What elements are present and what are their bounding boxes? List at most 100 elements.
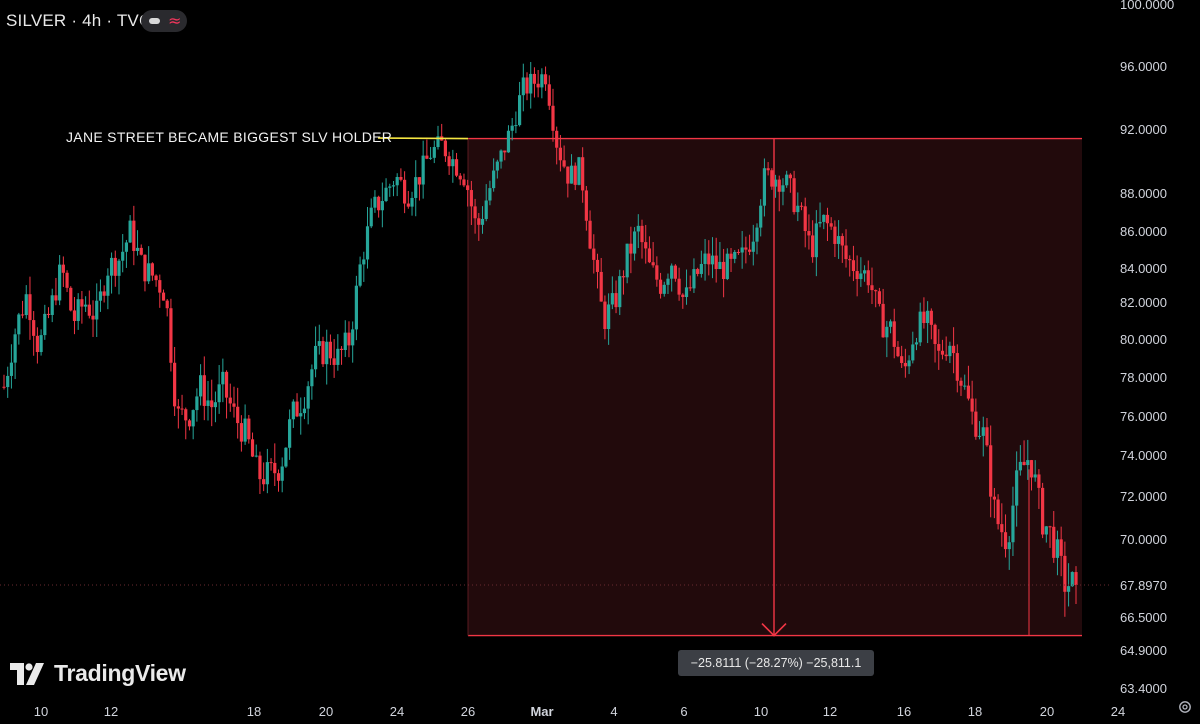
candle-body [184, 409, 188, 421]
candle-body [929, 310, 933, 325]
candle-body [265, 462, 269, 485]
annotation-pointer-line [377, 137, 469, 140]
candle-body [321, 341, 325, 365]
candle-body [24, 294, 28, 316]
candle-body [1015, 470, 1019, 506]
candle-body [310, 369, 314, 387]
candle-body [959, 380, 963, 386]
candle-body [210, 400, 214, 408]
candle-body [1007, 542, 1011, 550]
candle-body [733, 251, 737, 259]
candle-body [625, 243, 629, 278]
candle-body [696, 269, 700, 274]
candle-body [187, 420, 192, 427]
candle-body [892, 321, 896, 347]
candle-body [50, 295, 54, 315]
x-tick-label: 10 [34, 704, 48, 719]
candle-body [792, 178, 796, 213]
y-tick-label: 72.0000 [1120, 489, 1167, 504]
candle-body [35, 335, 39, 353]
candle-body [373, 196, 377, 208]
candle-body [851, 260, 856, 272]
measure-readout: −25.8111 (−28.27%) −25,811.1 [678, 650, 874, 676]
x-tick-label: 10 [754, 704, 768, 719]
candle-body [566, 166, 570, 184]
tradingview-logo[interactable]: TradingView [10, 660, 186, 687]
candle-body [762, 168, 767, 206]
candle-body [239, 423, 243, 442]
annotation-label: JANE STREET BECAME BIGGEST SLV HOLDER [66, 129, 393, 145]
candle-body [766, 168, 770, 171]
candle-body [176, 406, 180, 409]
settings-gear-icon[interactable] [1177, 699, 1193, 715]
candle-body [106, 275, 110, 296]
candle-body [703, 253, 707, 264]
candle-body [1029, 460, 1034, 478]
candle-body [128, 220, 132, 243]
candle-body [169, 308, 173, 363]
x-tick-label: 26 [461, 704, 475, 719]
candle-body [1011, 505, 1015, 543]
y-tick-label: 70.0000 [1120, 532, 1167, 547]
candle-body [403, 179, 407, 204]
candle-body [614, 293, 618, 308]
candle-body [844, 245, 848, 260]
candle-body [536, 83, 540, 88]
x-tick-label: 16 [897, 704, 911, 719]
candle-body [1033, 474, 1037, 478]
candle-body [744, 247, 748, 250]
candle-body [117, 260, 121, 276]
x-tick-label: 12 [823, 704, 837, 719]
candle-body [150, 263, 154, 276]
candle-body [692, 269, 696, 289]
candle-body [833, 226, 837, 244]
candle-body [65, 272, 69, 288]
candle-body [558, 147, 563, 161]
candle-body [173, 362, 177, 407]
candle-body [269, 462, 273, 464]
candle-body [447, 156, 451, 167]
candle-body [2, 386, 6, 388]
candle-body [488, 188, 492, 201]
x-tick-label: 24 [1111, 704, 1125, 719]
candle-body [992, 496, 996, 500]
candle-body [822, 214, 826, 222]
candle-body [377, 196, 381, 211]
status-badge[interactable]: ≈ [141, 10, 187, 32]
candle-body [855, 271, 859, 280]
candle-body [651, 262, 655, 266]
measure-zone [467, 137, 1082, 637]
candle-body [529, 73, 533, 94]
y-tick-label: 100.0000 [1120, 0, 1174, 12]
candle-body [347, 332, 351, 346]
market-status-icon [149, 18, 160, 24]
candle-body [581, 157, 585, 191]
candle-body [1063, 555, 1067, 592]
candle-body [124, 242, 129, 252]
candle-body [180, 408, 184, 410]
candle-body [1037, 474, 1041, 488]
candle-body [154, 275, 158, 281]
candle-body [996, 499, 1000, 525]
candle-body [588, 220, 592, 249]
candle-body [818, 221, 822, 224]
candle-body [636, 225, 640, 232]
candle-body [517, 95, 522, 126]
candle-body [443, 140, 448, 157]
x-tick-label: 24 [390, 704, 404, 719]
candle-body [1066, 586, 1071, 592]
candle-body [54, 295, 58, 301]
candle-body [358, 264, 362, 286]
candle-body [198, 375, 203, 397]
candle-body [796, 205, 800, 213]
candle-body [677, 278, 681, 295]
tradingview-logo-icon [10, 662, 44, 685]
candle-body [870, 285, 874, 291]
candle-body [288, 419, 292, 448]
candle-body [302, 408, 307, 414]
candle-body [317, 341, 321, 346]
candle-body [1074, 572, 1078, 585]
candle-body [785, 174, 789, 186]
candle-body [644, 242, 648, 249]
